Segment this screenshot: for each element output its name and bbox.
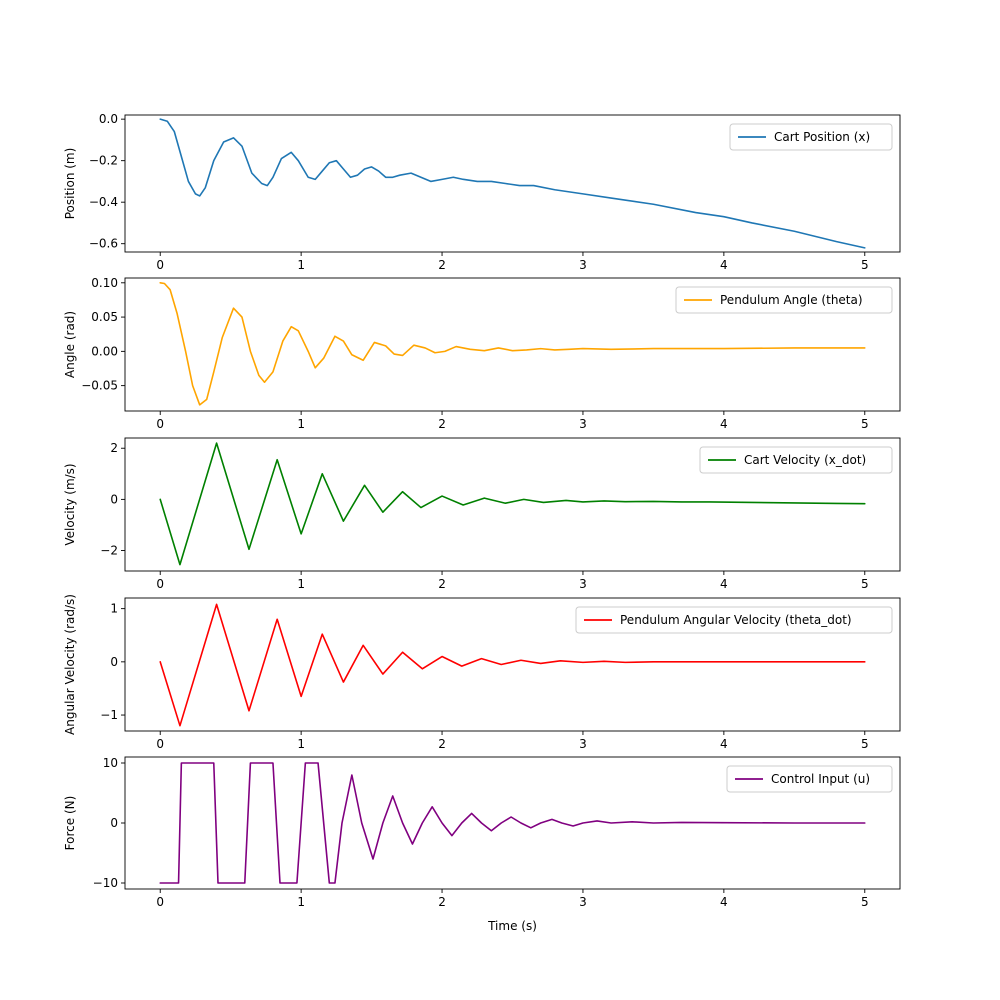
legend: Control Input (u) [726,765,893,793]
series-line-2-1 [159,281,866,406]
legend-label: Control Input (u) [771,772,870,786]
series-line-5-1 [159,762,866,884]
y-tick-label: 0.00 [91,344,118,358]
y-tick-label: 2 [110,441,118,455]
legend-label: Pendulum Angle (theta) [720,293,863,307]
legend-box [575,606,893,634]
x-tick-label: 3 [579,258,587,272]
legend: Cart Velocity (x_dot) [699,446,893,474]
y-tick-label: −0.05 [81,379,118,393]
series-line-4-1 [159,603,866,727]
y-tick-label: −0.4 [89,195,118,209]
x-tick-label: 0 [156,258,164,272]
y-tick-label: −0.2 [89,154,118,168]
y-tick-label: 0 [110,655,118,669]
y-tick-label: 10 [103,756,118,770]
axes-frame [124,597,901,732]
y-axis-label: Angle (rad) [63,311,77,378]
x-tick-label: 5 [861,737,869,751]
x-tick-label: 2 [438,737,446,751]
x-tick-label: 4 [720,737,728,751]
x-tick-label: 2 [438,417,446,431]
x-tick-label: 1 [297,417,305,431]
x-tick-label: 1 [297,258,305,272]
y-tick-label: 0 [110,492,118,506]
legend: Pendulum Angle (theta) [675,286,893,314]
x-tick-label: 4 [720,577,728,591]
x-tick-label: 2 [438,895,446,909]
axes-frame [124,277,901,412]
x-axis-label: Time (s) [487,919,537,933]
y-tick-label: −10 [93,876,118,890]
series-line-3-1 [159,442,866,566]
y-tick-label: −0.6 [89,237,118,251]
legend-box [699,446,893,474]
legend-box [726,765,893,793]
legend: Pendulum Angular Velocity (theta_dot) [575,606,893,634]
y-tick-label: 0.0 [99,112,118,126]
y-axis-label: Force (N) [63,796,77,851]
x-tick-label: 1 [297,737,305,751]
y-axis-label: Velocity (m/s) [63,463,77,545]
x-tick-label: 0 [156,895,164,909]
subplot-4: 0 1 2 3 4 5 1 0 −1 Angular Velocity (rad/s) Pendul… [63,594,901,751]
x-tick-label: 3 [579,737,587,751]
x-tick-label: 3 [579,577,587,591]
legend-label: Cart Velocity (x_dot) [744,453,866,467]
legend-box [729,123,893,151]
subplot-3: 0 1 2 3 4 5 2 0 −2 Velocity (m/s) Cart Velocity (x… [63,437,901,591]
y-axis-label: Angular Velocity (rad/s) [63,594,77,735]
x-tick-label: 2 [438,258,446,272]
y-tick-label: −1 [100,708,118,722]
x-tick-label: 1 [297,577,305,591]
axes-frame [124,114,901,253]
x-tick-label: 1 [297,895,305,909]
x-tick-label: 3 [579,417,587,431]
y-tick-label: 1 [110,602,118,616]
x-tick-label: 0 [156,577,164,591]
y-tick-label: 0 [110,816,118,830]
charts: 0 1 2 3 4 5 0.0 −0.2 −0.4 −0.6 Position (m) Cart Po… [63,112,901,933]
legend-label: Pendulum Angular Velocity (theta_dot) [620,613,852,627]
x-tick-label: 5 [861,895,869,909]
x-tick-label: 5 [861,577,869,591]
subplot-5: 0 1 2 3 4 5 10 0 −10 Force (N) Time (s) Control Inp… [63,756,901,933]
legend-box [675,286,893,314]
x-tick-label: 3 [579,895,587,909]
y-axis-label: Position (m) [63,148,77,220]
x-tick-label: 5 [861,417,869,431]
legend-label: Cart Position (x) [774,130,870,144]
x-tick-label: 5 [861,258,869,272]
x-tick-label: 2 [438,577,446,591]
x-tick-label: 4 [720,895,728,909]
axes-frame [124,437,901,572]
series-line-1-1 [159,118,866,249]
x-tick-label: 0 [156,417,164,431]
x-tick-label: 4 [720,258,728,272]
x-tick-label: 4 [720,417,728,431]
y-tick-label: 0.10 [91,276,118,290]
legend: Cart Position (x) [729,123,893,151]
subplot-2: 0 1 2 3 4 5 0.10 0.05 0.00 −0.05 Angle (rad) Pendul… [63,276,901,431]
y-tick-label: −2 [100,544,118,558]
y-tick-label: 0.05 [91,310,118,324]
subplot-1: 0 1 2 3 4 5 0.0 −0.2 −0.4 −0.6 Position (m) Cart Po… [63,112,901,272]
x-tick-label: 0 [156,737,164,751]
